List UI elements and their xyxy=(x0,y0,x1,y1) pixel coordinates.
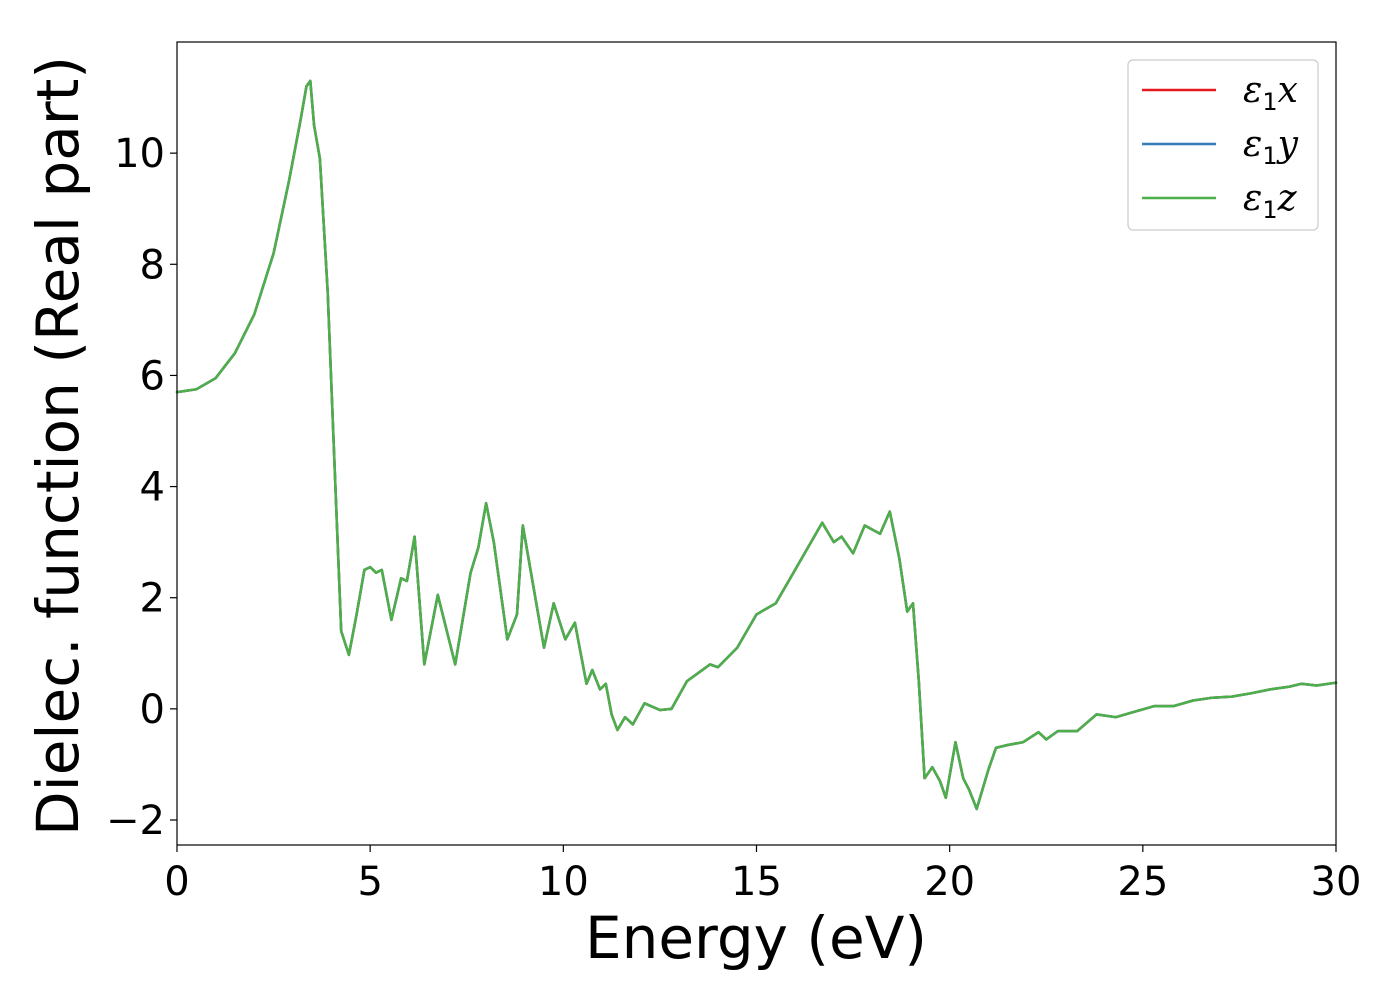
y-tick-label: 8 xyxy=(140,242,165,288)
y-axis-label: Dielec. function (Real part) xyxy=(24,56,92,836)
y-tick-label: 4 xyxy=(140,465,165,511)
x-tick-label: 25 xyxy=(1117,859,1168,905)
x-axis-label: Energy (eV) xyxy=(585,904,927,972)
legend-label-y: ε1y xyxy=(1243,124,1299,170)
series-line-z xyxy=(175,79,1338,811)
y-tick-label: −2 xyxy=(106,798,165,844)
series-layer xyxy=(175,79,1338,811)
x-tick-label: 20 xyxy=(924,859,975,905)
x-tick-label: 10 xyxy=(538,859,589,905)
y-tick-label: 6 xyxy=(140,353,165,399)
legend-label-x: ε1x xyxy=(1243,70,1298,116)
legend-box xyxy=(1127,59,1319,231)
y-tick-label: 0 xyxy=(140,687,165,733)
y-tick-label: 10 xyxy=(114,131,165,177)
x-tick-label: 5 xyxy=(357,859,382,905)
y-tick-label: 2 xyxy=(140,576,165,622)
x-tick-label: 15 xyxy=(731,859,782,905)
x-tick-label: 0 xyxy=(164,859,189,905)
y-axis-ticks: −2 0 2 4 6 8 10 xyxy=(106,131,177,844)
x-tick-label: 30 xyxy=(1311,859,1362,905)
x-axis-ticks: 0 5 10 15 20 25 30 xyxy=(164,845,1361,905)
